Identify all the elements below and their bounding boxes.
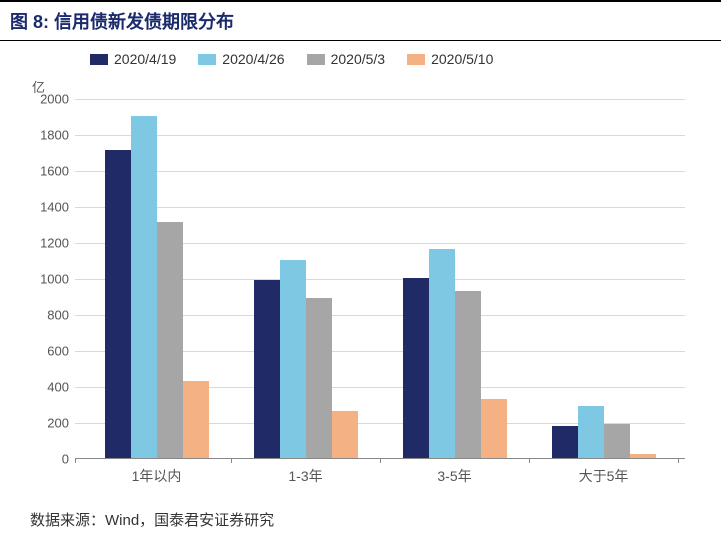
- legend-item: 2020/5/10: [407, 51, 493, 67]
- x-tick: [75, 458, 76, 463]
- chart-container: 亿 2020/4/192020/4/262020/5/32020/5/10 02…: [20, 51, 700, 491]
- y-tick-label: 200: [47, 416, 69, 431]
- bar: [630, 454, 656, 459]
- bar: [332, 411, 358, 458]
- bar: [280, 260, 306, 458]
- y-tick-label: 1600: [40, 164, 69, 179]
- figure-title: 图 8: 信用债新发债期限分布: [0, 0, 721, 41]
- bar: [481, 399, 507, 458]
- bar: [578, 406, 604, 458]
- legend-label: 2020/4/26: [222, 51, 284, 67]
- legend: 2020/4/19 2020/4/26 2020/5/3 2020/5/10: [90, 51, 700, 67]
- y-tick-label: 0: [62, 452, 69, 467]
- data-source: 数据来源：Wind，国泰君安证券研究: [30, 509, 721, 530]
- legend-swatch: [198, 54, 216, 65]
- y-tick-label: 400: [47, 380, 69, 395]
- bar-group: [105, 116, 209, 458]
- bar: [254, 280, 280, 458]
- legend-item: 2020/4/19: [90, 51, 176, 67]
- y-tick-label: 1200: [40, 236, 69, 251]
- x-label: 1年以内: [132, 466, 182, 486]
- bar: [131, 116, 157, 458]
- y-tick-label: 1800: [40, 128, 69, 143]
- bar: [403, 278, 429, 458]
- y-tick-label: 1000: [40, 272, 69, 287]
- x-tick: [380, 458, 381, 463]
- bar-group: [552, 406, 656, 458]
- y-tick-label: 800: [47, 308, 69, 323]
- x-tick: [678, 458, 679, 463]
- legend-swatch: [90, 54, 108, 65]
- bar: [552, 426, 578, 458]
- legend-label: 2020/5/10: [431, 51, 493, 67]
- legend-swatch: [407, 54, 425, 65]
- legend-item: 2020/5/3: [307, 51, 386, 67]
- plot-area: 02004006008001000120014001600180020001年以…: [75, 99, 685, 459]
- y-tick-label: 2000: [40, 92, 69, 107]
- legend-item: 2020/4/26: [198, 51, 284, 67]
- x-tick: [231, 458, 232, 463]
- legend-label: 2020/4/19: [114, 51, 176, 67]
- x-label: 3-5年: [437, 466, 471, 486]
- x-label: 大于5年: [579, 466, 629, 486]
- bar-group: [403, 249, 507, 458]
- x-label: 1-3年: [288, 466, 322, 486]
- y-tick-label: 600: [47, 344, 69, 359]
- bar: [157, 222, 183, 458]
- bar: [183, 381, 209, 458]
- legend-swatch: [307, 54, 325, 65]
- x-tick: [529, 458, 530, 463]
- legend-label: 2020/5/3: [331, 51, 386, 67]
- bar: [604, 424, 630, 458]
- bar-group: [254, 260, 358, 458]
- y-tick-label: 1400: [40, 200, 69, 215]
- gridline: [75, 99, 685, 100]
- bar: [306, 298, 332, 458]
- bar: [455, 291, 481, 458]
- bar: [429, 249, 455, 458]
- bar: [105, 150, 131, 458]
